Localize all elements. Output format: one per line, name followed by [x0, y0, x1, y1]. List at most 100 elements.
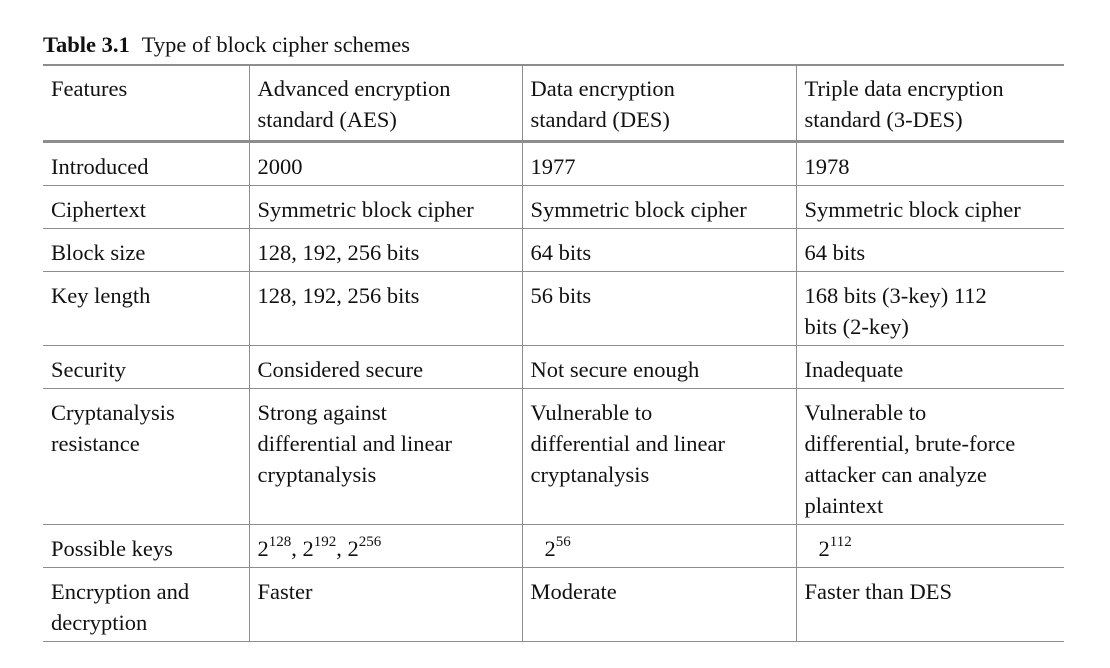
table-row-ciphertext: Ciphertext Symmetric block cipher Symmet… [43, 185, 1064, 229]
cell-line: Symmetric block cipher [804, 197, 1021, 222]
cell-line: 128, 192, 256 bits [257, 240, 420, 265]
cell-line: Block size [51, 240, 146, 265]
key-exponent: 128 [268, 533, 292, 550]
cell-feature: Block size [43, 228, 249, 272]
caption-label: Table 3.1 [43, 32, 130, 57]
table-row-block-size: Block size 128, 192, 256 bits 64 bits 64… [43, 228, 1064, 272]
key-exponent: 56 [555, 533, 571, 550]
key-base: 2 [544, 536, 556, 561]
cell-line: 128, 192, 256 bits [257, 283, 420, 308]
cell-line: Considered secure [257, 357, 424, 382]
table-row-encryption-decryption: Encryption and decryption Faster Moderat… [43, 567, 1064, 642]
cell-line: Introduced [51, 154, 149, 179]
header-line: Advanced encryption [257, 76, 451, 101]
table-row-introduced: Introduced 2000 1977 1978 [43, 141, 1064, 186]
header-features: Features [43, 64, 249, 143]
cell-line: Not secure enough [530, 357, 700, 382]
cell-aes: 128, 192, 256 bits [248, 228, 522, 272]
key-separator: , [291, 536, 303, 561]
cell-feature: Cryptanalysis resistance [43, 388, 249, 525]
cell-line: 1978 [804, 154, 850, 179]
cell-line: Encryption and [51, 579, 190, 604]
cell-3des-keys: 2112 [795, 524, 1064, 568]
key-base: 2 [818, 536, 830, 561]
cell-feature: Possible keys [43, 524, 249, 568]
cell-line: Moderate [530, 579, 617, 604]
cell-aes: Considered secure [248, 345, 522, 389]
table-row-security: Security Considered secure Not secure en… [43, 345, 1064, 389]
cell-line: Possible keys [51, 536, 173, 561]
cell-aes: Symmetric block cipher [248, 185, 522, 229]
header-line: Data encryption [530, 76, 675, 101]
key-exponent: 256 [358, 533, 382, 550]
cell-line: Inadequate [804, 357, 904, 382]
cell-des: 1977 [521, 141, 796, 186]
cell-aes: Faster [248, 567, 522, 642]
cell-line: cryptanalysis [530, 462, 650, 487]
cell-3des: 168 bits (3-key) 112 bits (2-key) [795, 271, 1064, 346]
cell-line: differential, brute-force [804, 431, 1016, 456]
cell-line: Cryptanalysis [51, 400, 175, 425]
header-line: standard (3-DES) [804, 107, 963, 132]
key-exponent: 112 [829, 533, 852, 550]
cell-line: differential and linear [257, 431, 453, 456]
header-row: Features Advanced encryption standard (A… [43, 64, 1064, 143]
key-exponent: 192 [313, 533, 337, 550]
cell-feature: Ciphertext [43, 185, 249, 229]
cell-line: Faster [257, 579, 313, 604]
cell-line: Vulnerable to [804, 400, 927, 425]
key-separator: , [336, 536, 348, 561]
cell-line: plaintext [804, 493, 884, 518]
cell-3des: Faster than DES [795, 567, 1064, 642]
table-row-cryptanalysis: Cryptanalysis resistance Strong against … [43, 388, 1064, 525]
cell-line: decryption [51, 610, 148, 635]
cell-line: 64 bits [804, 240, 866, 265]
cell-3des: Vulnerable to differential, brute-force … [795, 388, 1064, 525]
key-base: 2 [302, 536, 314, 561]
cell-line: Symmetric block cipher [530, 197, 747, 222]
cell-des: 56 bits [521, 271, 796, 346]
header-line: standard (AES) [257, 107, 397, 132]
cell-line: 64 bits [530, 240, 592, 265]
cell-3des: 64 bits [795, 228, 1064, 272]
cell-des: 64 bits [521, 228, 796, 272]
cell-line: cryptanalysis [257, 462, 377, 487]
header-aes: Advanced encryption standard (AES) [248, 64, 522, 143]
cell-line: 168 bits (3-key) 112 [804, 283, 987, 308]
cell-aes: 2000 [248, 141, 522, 186]
cell-3des: Inadequate [795, 345, 1064, 389]
cell-line: Vulnerable to [530, 400, 653, 425]
cell-feature: Security [43, 345, 249, 389]
header-des: Data encryption standard (DES) [521, 64, 796, 143]
key-base: 2 [347, 536, 359, 561]
cell-line: bits (2-key) [804, 314, 909, 339]
cell-line: Key length [51, 283, 151, 308]
key-base: 2 [257, 536, 269, 561]
cell-des: Symmetric block cipher [521, 185, 796, 229]
cell-des: Vulnerable to differential and linear cr… [521, 388, 796, 525]
cell-feature: Introduced [43, 141, 249, 186]
cell-line: 2000 [257, 154, 303, 179]
cell-line: Symmetric block cipher [257, 197, 474, 222]
cell-line: Strong against [257, 400, 387, 425]
header-line: Features [51, 76, 128, 101]
cell-line: 56 bits [530, 283, 592, 308]
header-line: Triple data encryption [804, 76, 1004, 101]
cell-line: resistance [51, 431, 140, 456]
cell-3des: Symmetric block cipher [795, 185, 1064, 229]
table-row-possible-keys: Possible keys 2128, 2192, 2256 256 2112 [43, 524, 1064, 568]
cell-line: Security [51, 357, 126, 382]
cell-aes: 128, 192, 256 bits [248, 271, 522, 346]
caption-title: Type of block cipher schemes [141, 32, 411, 57]
block-cipher-table: Features Advanced encryption standard (A… [43, 64, 1064, 642]
cell-feature: Key length [43, 271, 249, 346]
table-caption: Table 3.1 Type of block cipher schemes [43, 31, 410, 59]
cell-des: Moderate [521, 567, 796, 642]
cell-3des: 1978 [795, 141, 1064, 186]
header-3des: Triple data encryption standard (3-DES) [795, 64, 1064, 143]
cell-line: attacker can analyze [804, 462, 987, 487]
cell-line: Faster than DES [804, 579, 952, 604]
cell-aes-keys: 2128, 2192, 2256 [248, 524, 522, 568]
table-row-key-length: Key length 128, 192, 256 bits 56 bits 16… [43, 271, 1064, 346]
cell-feature: Encryption and decryption [43, 567, 249, 642]
